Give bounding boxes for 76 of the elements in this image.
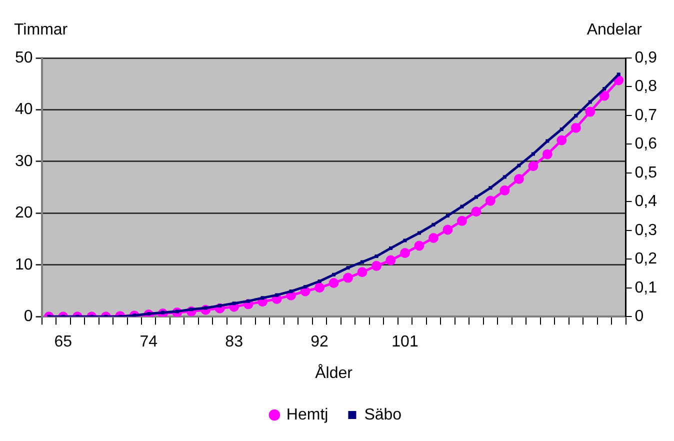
y-tick-label: 10 bbox=[15, 256, 33, 274]
point bbox=[574, 114, 578, 118]
point bbox=[400, 248, 410, 258]
point bbox=[570, 122, 581, 133]
point bbox=[485, 196, 496, 206]
y2-tick-label: 0,2 bbox=[634, 250, 658, 268]
point bbox=[556, 135, 567, 146]
point bbox=[314, 282, 325, 293]
point bbox=[218, 304, 222, 308]
point bbox=[246, 299, 250, 303]
point bbox=[528, 161, 538, 172]
point bbox=[343, 272, 354, 283]
point bbox=[386, 255, 396, 266]
point bbox=[388, 246, 393, 250]
y2-tick-label: 0,5 bbox=[634, 164, 658, 182]
point bbox=[500, 185, 510, 196]
point bbox=[289, 290, 293, 294]
point bbox=[585, 106, 596, 117]
point bbox=[432, 222, 436, 226]
x-tick-label: 101 bbox=[392, 334, 418, 351]
y-tick-label: 0 bbox=[24, 308, 33, 326]
point bbox=[304, 284, 308, 288]
point bbox=[332, 272, 336, 276]
y-axis-title: Timmar bbox=[14, 21, 68, 38]
point bbox=[517, 164, 521, 168]
y2-tick-label: 0,4 bbox=[634, 193, 658, 210]
point bbox=[460, 204, 464, 208]
point bbox=[488, 186, 492, 190]
point bbox=[403, 238, 407, 242]
point bbox=[318, 279, 322, 284]
y2-tick-label: 0,9 bbox=[634, 49, 658, 66]
point bbox=[474, 195, 478, 199]
point bbox=[275, 293, 279, 297]
point bbox=[346, 266, 350, 270]
x-tick-label: 65 bbox=[54, 334, 72, 351]
point bbox=[514, 174, 524, 184]
y2-tick-label: 0 bbox=[634, 308, 644, 326]
y2-tick-label: 0,3 bbox=[634, 222, 658, 239]
point bbox=[260, 296, 264, 300]
x-tick-label: 74 bbox=[140, 334, 158, 351]
legend-label: Säbo bbox=[364, 406, 402, 424]
point bbox=[360, 260, 364, 264]
point bbox=[616, 72, 620, 76]
y2-axis-title: Andelar bbox=[586, 21, 643, 38]
y-tick-label: 50 bbox=[15, 49, 33, 66]
point bbox=[414, 240, 424, 251]
y-tick-label: 20 bbox=[15, 204, 33, 222]
point bbox=[531, 152, 535, 156]
point bbox=[428, 232, 438, 243]
point bbox=[357, 267, 368, 278]
point bbox=[328, 278, 339, 288]
point bbox=[374, 254, 378, 258]
y2-tick-label: 0,6 bbox=[634, 136, 658, 153]
point bbox=[560, 127, 564, 132]
x-tick-label: 92 bbox=[310, 334, 329, 351]
legend-label: Hemtj bbox=[286, 406, 328, 424]
point bbox=[417, 231, 422, 235]
point bbox=[602, 86, 606, 91]
point bbox=[442, 224, 453, 235]
point bbox=[471, 206, 482, 217]
y-tick-label: 40 bbox=[15, 101, 33, 118]
point bbox=[588, 100, 592, 104]
point bbox=[542, 149, 552, 160]
y-tick-label: 30 bbox=[15, 152, 33, 170]
point bbox=[372, 260, 382, 271]
point bbox=[599, 90, 610, 101]
x-axis-title: Ålder bbox=[315, 364, 354, 382]
x-tick-label: 83 bbox=[225, 334, 244, 351]
y2-tick-label: 0,8 bbox=[634, 78, 658, 96]
y2-tick-label: 0,1 bbox=[634, 279, 658, 296]
point bbox=[456, 216, 467, 226]
point bbox=[502, 175, 506, 179]
point bbox=[232, 302, 236, 306]
y2-tick-label: 0,7 bbox=[634, 106, 658, 124]
point bbox=[446, 214, 450, 218]
point bbox=[546, 139, 550, 143]
